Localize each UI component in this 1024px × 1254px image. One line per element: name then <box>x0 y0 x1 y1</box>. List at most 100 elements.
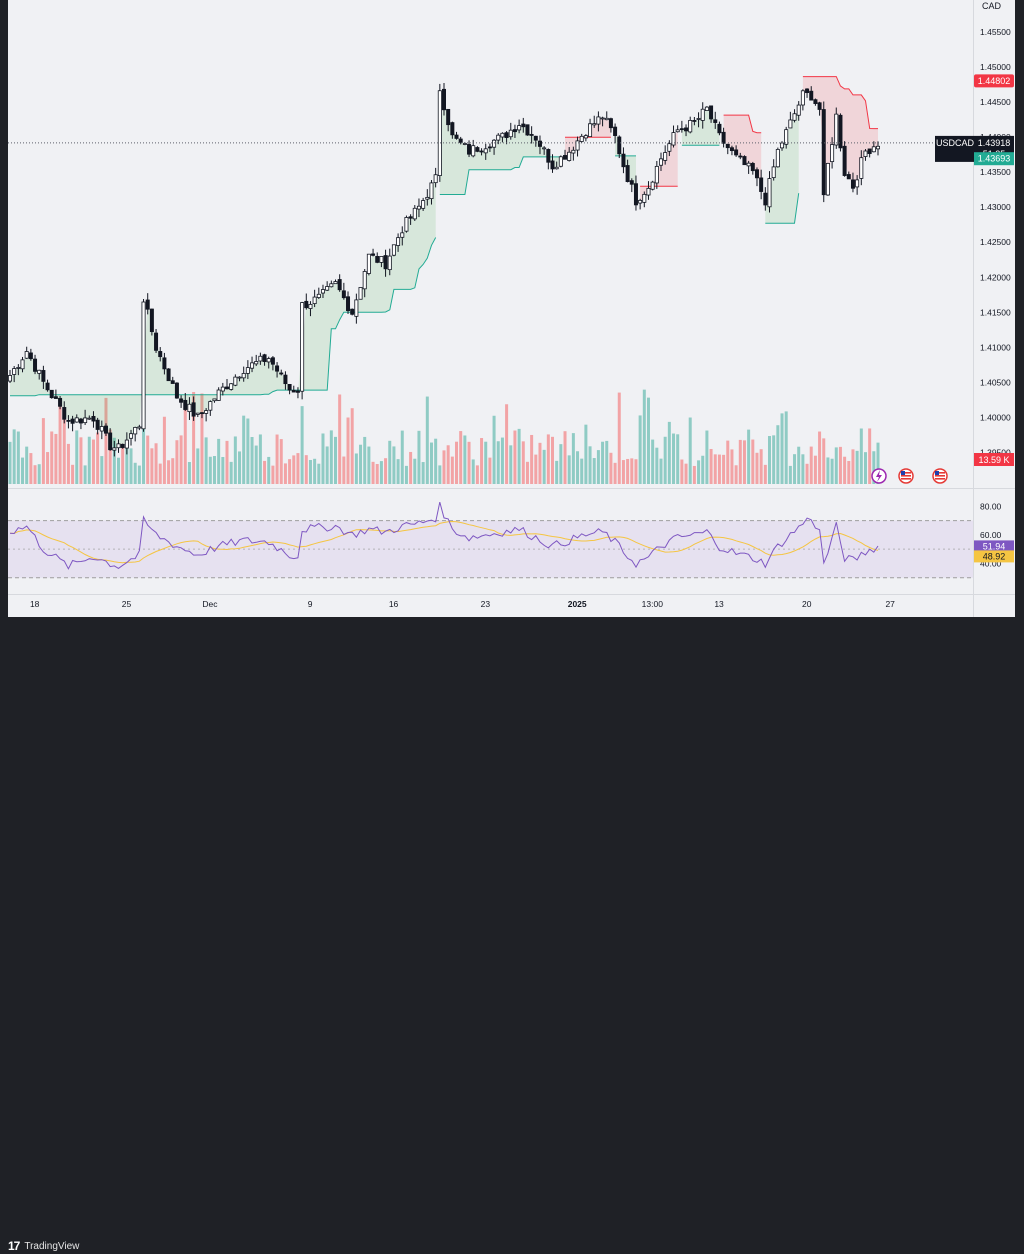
candle-body <box>746 162 751 167</box>
candle-body <box>467 144 472 155</box>
volume-bar <box>54 433 58 484</box>
volume-bar <box>872 451 876 484</box>
candle <box>533 135 538 147</box>
candle-body <box>638 199 643 204</box>
candles[interactable] <box>7 83 881 457</box>
price-axis[interactable]: 1.455001.450001.445001.440001.435001.430… <box>980 27 1011 457</box>
us-flag-event-icon[interactable] <box>898 468 914 484</box>
volume-bar <box>425 396 429 484</box>
chart-area[interactable]: 1.455001.450001.445001.440001.435001.430… <box>7 0 1015 617</box>
candle-body <box>137 426 142 429</box>
candle-body <box>429 182 434 200</box>
volume-bar <box>133 462 137 484</box>
candle-body <box>95 419 100 430</box>
volume-bar <box>596 450 600 484</box>
volume-bar <box>630 458 634 484</box>
volume-bar <box>8 441 12 484</box>
volume-bar <box>509 445 513 484</box>
candle-body <box>224 386 229 390</box>
candle-body <box>333 281 338 285</box>
candle <box>275 362 280 378</box>
candle <box>617 135 622 159</box>
candle <box>33 354 38 375</box>
volume-bar <box>475 465 479 484</box>
candle-body <box>346 296 351 312</box>
volume-bar <box>367 446 371 484</box>
lightning-event-icon[interactable] <box>871 468 887 484</box>
candle <box>387 248 392 276</box>
candle <box>120 443 125 449</box>
candle <box>588 118 593 138</box>
candle <box>717 121 722 136</box>
candle <box>154 329 159 353</box>
candle <box>546 148 551 170</box>
candle-body <box>45 382 50 391</box>
volume-bar <box>221 456 225 484</box>
candle <box>633 175 638 211</box>
band-line-up <box>439 156 561 195</box>
candle-body <box>441 88 446 111</box>
time-axis[interactable]: 18 25 Dec 9 16 23 2025 13:00 13 20 27 <box>30 599 895 609</box>
volume-bar <box>717 454 721 484</box>
candle <box>554 161 559 170</box>
candle-body <box>295 390 300 393</box>
candle <box>379 256 384 268</box>
candle <box>500 132 505 143</box>
candle <box>312 289 317 308</box>
candle <box>504 131 509 145</box>
candle <box>567 147 572 162</box>
candle-body <box>650 181 655 190</box>
rsi-lines <box>9 501 879 570</box>
candle <box>16 364 21 376</box>
tradingview-brand[interactable]: 17 TradingView <box>8 1238 79 1254</box>
volume-bar <box>292 455 296 484</box>
volume-bar <box>87 436 91 484</box>
usdcad-chart[interactable]: 1.455001.450001.445001.440001.435001.430… <box>7 0 1015 617</box>
candle <box>437 83 442 182</box>
band-fill-up <box>615 131 636 195</box>
candle <box>558 155 563 168</box>
time-tick-label: 18 <box>30 599 40 609</box>
volume-bar <box>580 458 584 484</box>
volume-bar <box>459 431 463 484</box>
candle <box>7 369 12 384</box>
candle <box>158 347 163 362</box>
candle-body <box>87 417 92 420</box>
candle <box>709 105 714 123</box>
volume-bar <box>605 440 609 484</box>
candle-body <box>391 244 396 256</box>
volume-bar <box>242 415 246 484</box>
candle-body <box>179 398 184 403</box>
volume-bar <box>375 464 379 484</box>
candle-body <box>12 368 17 375</box>
time-tick-label: 13 <box>714 599 724 609</box>
candle <box>83 409 88 425</box>
candle <box>49 389 54 399</box>
rsi-axis[interactable]: 80.00 60.00 40.00 <box>980 501 1002 568</box>
candle-body <box>642 193 647 203</box>
candle <box>137 424 142 431</box>
candle-body <box>170 380 175 384</box>
candle-body <box>66 419 71 422</box>
candle-body <box>425 197 430 200</box>
volume-bar <box>359 444 363 484</box>
candle <box>725 143 730 155</box>
band-line-down <box>723 114 762 134</box>
candle-body <box>446 108 451 126</box>
band-line-down <box>802 76 878 130</box>
volume-bar <box>876 442 880 484</box>
candle-body <box>692 120 697 122</box>
candle <box>684 124 689 137</box>
candle-body <box>821 109 826 196</box>
volume-bar <box>822 438 826 484</box>
volume-bar <box>772 435 776 484</box>
volume-bar <box>50 431 54 484</box>
candle <box>216 387 221 401</box>
volume-bar <box>200 393 204 484</box>
volume-bar <box>813 455 817 484</box>
candle-body <box>809 90 814 101</box>
us-flag-event-icon-2[interactable] <box>932 468 948 484</box>
candle-body <box>174 382 179 399</box>
candle <box>366 253 371 276</box>
candle-body <box>154 332 159 351</box>
